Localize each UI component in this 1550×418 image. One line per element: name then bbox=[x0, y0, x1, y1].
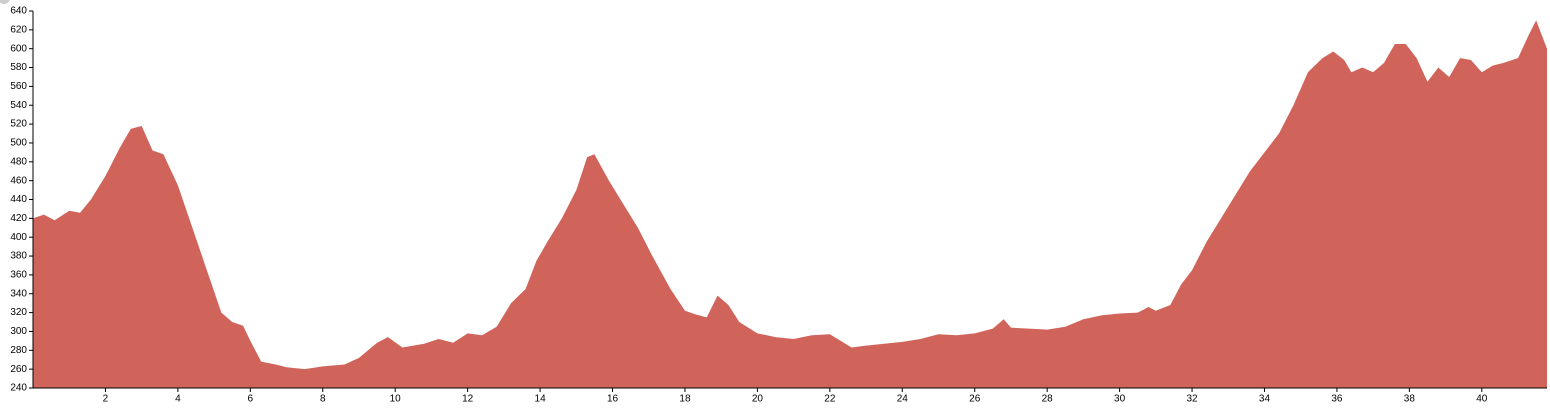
y-tick-label: 520 bbox=[10, 119, 27, 130]
y-tick-label: 580 bbox=[10, 62, 27, 73]
icon bbox=[0, 0, 10, 4]
y-tick-label: 640 bbox=[10, 6, 27, 17]
y-tick-label: 380 bbox=[10, 251, 27, 262]
y-tick-label: 260 bbox=[10, 364, 27, 375]
x-tick-label: 8 bbox=[320, 394, 326, 405]
y-tick-label: 600 bbox=[10, 43, 27, 54]
x-tick-label: 24 bbox=[897, 394, 909, 405]
y-tick-label: 440 bbox=[10, 194, 27, 205]
x-tick-label: 20 bbox=[752, 394, 764, 405]
y-tick-label: 480 bbox=[10, 156, 27, 167]
y-tick-label: 280 bbox=[10, 345, 27, 356]
x-tick-label: 22 bbox=[824, 394, 836, 405]
elevation-area bbox=[33, 20, 1547, 389]
x-tick-label: 14 bbox=[535, 394, 547, 405]
y-tick-label: 460 bbox=[10, 175, 27, 186]
x-tick-label: 2 bbox=[103, 394, 109, 405]
y-tick-label: 620 bbox=[10, 24, 27, 35]
x-tick-label: 34 bbox=[1259, 394, 1271, 405]
x-tick-label: 30 bbox=[1114, 394, 1126, 405]
x-tick-label: 26 bbox=[969, 394, 981, 405]
x-tick-label: 40 bbox=[1476, 394, 1488, 405]
x-tick-label: 28 bbox=[1042, 394, 1054, 405]
x-tick-label: 16 bbox=[607, 394, 619, 405]
x-tick-label: 32 bbox=[1186, 394, 1198, 405]
x-tick-label: 18 bbox=[679, 394, 691, 405]
x-tick-label: 12 bbox=[462, 394, 474, 405]
y-tick-label: 500 bbox=[10, 138, 27, 149]
y-tick-label: 300 bbox=[10, 326, 27, 337]
x-tick-label: 6 bbox=[248, 394, 254, 405]
x-tick-label: 4 bbox=[175, 394, 181, 405]
x-tick-label: 38 bbox=[1404, 394, 1416, 405]
y-tick-label: 240 bbox=[10, 383, 27, 394]
y-tick-label: 400 bbox=[10, 232, 27, 243]
x-tick-label: 36 bbox=[1331, 394, 1343, 405]
y-tick-label: 320 bbox=[10, 307, 27, 318]
x-tick-label: 10 bbox=[390, 394, 402, 405]
y-tick-label: 540 bbox=[10, 100, 27, 111]
y-tick-label: 360 bbox=[10, 270, 27, 281]
y-tick-label: 340 bbox=[10, 288, 27, 299]
y-tick-label: 420 bbox=[10, 213, 27, 224]
y-tick-label: 560 bbox=[10, 81, 27, 92]
